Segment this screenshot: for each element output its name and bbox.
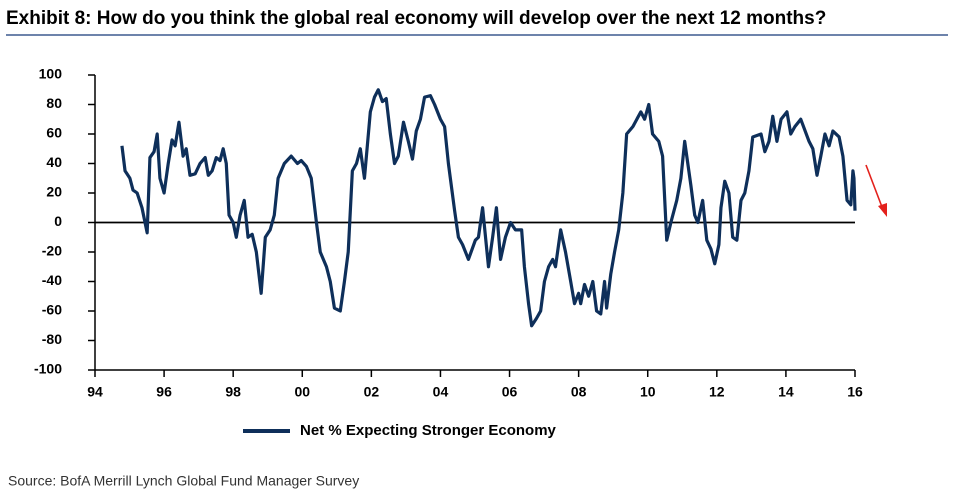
- y-tick-label: 80: [46, 95, 62, 111]
- y-tick-label: 100: [39, 66, 63, 82]
- x-tick-label: 12: [709, 384, 725, 400]
- y-tick-label: -20: [42, 243, 62, 259]
- trend-arrow: [865, 164, 887, 217]
- x-tick-label: 00: [294, 384, 310, 400]
- x-tick-label: 16: [847, 384, 863, 400]
- y-tick-label: 60: [46, 125, 62, 141]
- y-tick-label: -60: [42, 302, 62, 318]
- x-tick-label: 04: [433, 384, 449, 400]
- y-tick-label: -80: [42, 331, 62, 347]
- x-tick-label: 96: [156, 384, 172, 400]
- x-tick-label: 98: [225, 384, 241, 400]
- y-tick-label: -100: [34, 361, 62, 377]
- data-line: [120, 88, 857, 328]
- legend-label: Net % Expecting Stronger Economy: [300, 422, 557, 439]
- y-tick-label: 40: [46, 154, 62, 170]
- y-tick-label: 0: [54, 213, 62, 229]
- x-tick-label: 94: [87, 384, 103, 400]
- y-tick-label: -40: [42, 272, 62, 288]
- x-tick-label: 02: [364, 384, 380, 400]
- y-tick-label: 20: [46, 184, 62, 200]
- chart-title: Exhibit 8: How do you think the global r…: [6, 8, 826, 29]
- x-tick-label: 10: [640, 384, 656, 400]
- source-note: Source: BofA Merrill Lynch Global Fund M…: [8, 473, 359, 489]
- x-tick-label: 08: [571, 384, 587, 400]
- x-tick-label: 06: [502, 384, 518, 400]
- x-tick-label: 14: [778, 384, 794, 400]
